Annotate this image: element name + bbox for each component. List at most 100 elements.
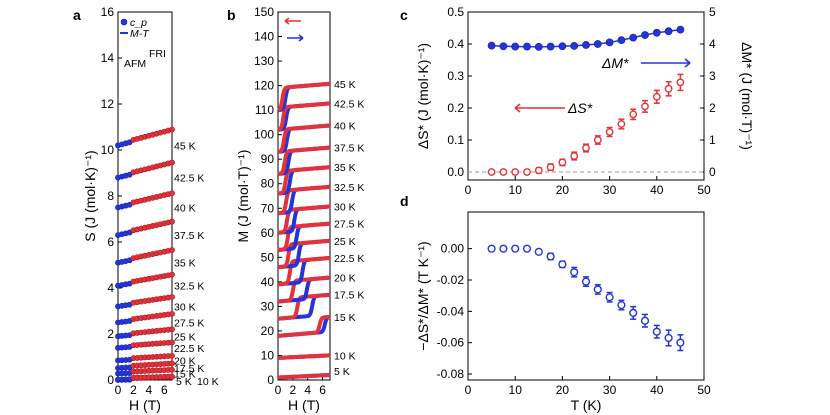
panel-a-temp-label: 37.5 K <box>174 230 204 242</box>
panel-c-dm-point <box>511 42 520 51</box>
panel-c-ds-point <box>558 158 567 167</box>
panel-d-point <box>581 277 591 286</box>
panel-d-point <box>640 316 650 325</box>
panel-c-xtick-label: 0 <box>465 183 472 197</box>
panel-c-xtick-label: 50 <box>697 183 711 197</box>
panel-d-frame <box>467 211 705 381</box>
panel-b-xtick-label: 6 <box>319 383 326 397</box>
panel-c-right-ytick-label: 0 <box>709 165 716 179</box>
panel-c-ytick-label: 0.4 <box>447 37 464 51</box>
panel-c-ytick-label: 0.1 <box>447 133 464 147</box>
panel-d-point <box>534 247 543 256</box>
panel-a-ytick-label: 16 <box>101 5 115 19</box>
panel-c-ytick-label: 0.3 <box>447 69 464 83</box>
panel-label-d: d <box>400 193 409 209</box>
panel-b-temp-label: 20 K <box>334 273 356 285</box>
panel-a-point <box>169 373 175 380</box>
panel-b-ytick-label: 10 <box>261 348 275 362</box>
panel-b-ytick-label: 80 <box>261 177 275 191</box>
panel-b-temp-label: 15 K <box>334 312 356 324</box>
panel-label-c: c <box>400 7 408 23</box>
panel-a-ytick-label: 6 <box>107 235 114 249</box>
panel-d-ytick-label: 0.00 <box>441 242 465 256</box>
panel-d-point <box>664 333 673 343</box>
panel-a-temp-label: 20 K <box>174 355 196 367</box>
panel-c-dm-point <box>664 27 673 36</box>
panel-b-xtick-label: 2 <box>290 383 297 397</box>
panel-b-temp-label: 5 K <box>334 366 350 378</box>
panel-a-ytick-label: 4 <box>107 281 114 295</box>
panel-c-dm-point <box>582 41 590 49</box>
panel-a-legend-cp-label: c_p <box>130 17 147 29</box>
panel-c-right-ytick-label: 5 <box>709 5 716 19</box>
panel-label-b: b <box>227 7 236 23</box>
panel-a-xtick-label: 6 <box>161 383 168 397</box>
panel-c-frame <box>467 11 705 181</box>
panel-b-curve-decreasing <box>277 145 331 176</box>
panel-a-ytick-label: 10 <box>101 143 115 157</box>
panel-c-ytick-label: 0.2 <box>447 101 464 115</box>
panel-a-temp-label: 35 K <box>174 258 196 270</box>
panel-c-ds-point <box>629 110 638 119</box>
panel-c-ds-point <box>511 168 520 176</box>
panel-a-temp-label: 45 K <box>174 140 196 152</box>
panel-c-right-ytick-label: 3 <box>709 69 716 83</box>
panel-c-dm-point <box>558 42 567 51</box>
panel-c-dm-point <box>617 36 626 45</box>
panel-b-xtick-label: 0 <box>275 383 282 397</box>
panel-b-temp-label: 22.5 K <box>334 253 364 265</box>
panel-c-y-axis-label: ΔS* (J (mol·K)⁻¹) <box>415 43 431 149</box>
panel-a-xtick-label: 2 <box>130 383 137 397</box>
panel-a-point <box>169 190 175 197</box>
panel-c-right-ytick-label: 4 <box>709 37 716 51</box>
panel-c-dm-point <box>641 31 649 39</box>
panel-c-dm-point <box>523 42 531 51</box>
panel-b-curve-decreasing <box>278 353 331 360</box>
panel-c-dm-point <box>534 42 543 51</box>
panel-d-xtick-label: 10 <box>509 383 523 397</box>
panel-b-ytick-label: 30 <box>261 299 275 313</box>
panel-b-curve-decreasing <box>277 204 331 235</box>
panel-c-ds-point <box>582 144 590 152</box>
panel-b-ytick-label: 40 <box>261 275 275 289</box>
panel-b-temp-label: 25 K <box>334 236 356 248</box>
panel-c-ds-point <box>652 92 661 101</box>
panel-label-a: a <box>73 7 81 23</box>
panel-c-dm-point <box>570 42 579 50</box>
panel-c-xtick-label: 30 <box>603 183 617 197</box>
panel-b-arrow-decreasing <box>284 17 301 25</box>
panel-a-point <box>169 310 175 317</box>
panel-c-xtick-label: 10 <box>509 183 523 197</box>
panel-a-afm-label: AFM <box>124 58 146 70</box>
panel-c-right-y-axis-label: ΔM* (J (mol·T)⁻¹) <box>739 42 755 150</box>
panel-b-temp-label: 37.5 K <box>334 143 364 155</box>
panel-d-point <box>617 300 626 310</box>
panel-d-point <box>676 338 685 347</box>
panel-b-curve-decreasing <box>277 81 330 112</box>
panel-a-point <box>169 126 175 133</box>
panel-c-dm-annotation: ΔM* <box>601 55 629 71</box>
panel-d-point <box>629 308 638 318</box>
panel-b-curve-decreasing <box>277 184 331 216</box>
panel-c-ds-point <box>546 163 555 172</box>
panel-c-ds-arrow <box>514 103 565 113</box>
panel-d-xtick-label: 50 <box>697 383 711 397</box>
panel-a-temp-label: 25 K <box>174 331 196 343</box>
panel-b-temp-label: 40 K <box>334 120 356 132</box>
panel-a-point <box>169 159 175 166</box>
panel-a-y-axis-label: S (J (mol·K)⁻¹) <box>82 150 98 241</box>
panel-d-y-axis-label: −ΔS*/ΔM* (T K⁻¹) <box>415 241 431 350</box>
panel-a-fri-label: FRI <box>149 48 166 60</box>
panel-d-ytick-label: -0.06 <box>437 336 465 350</box>
panel-d-point <box>593 285 602 294</box>
panel-c-ds-point <box>499 168 508 176</box>
panel-b-curve-decreasing <box>277 275 330 304</box>
panel-d-point <box>487 244 496 253</box>
panel-b-xtick-label: 4 <box>304 383 311 397</box>
panel-c-dm-point <box>499 42 508 51</box>
panel-b-ytick-label: 100 <box>254 128 274 142</box>
panel-c-dm-arrow <box>641 58 691 68</box>
panel-c-dm-point <box>652 28 661 37</box>
panel-d-xtick-label: 0 <box>465 383 472 397</box>
